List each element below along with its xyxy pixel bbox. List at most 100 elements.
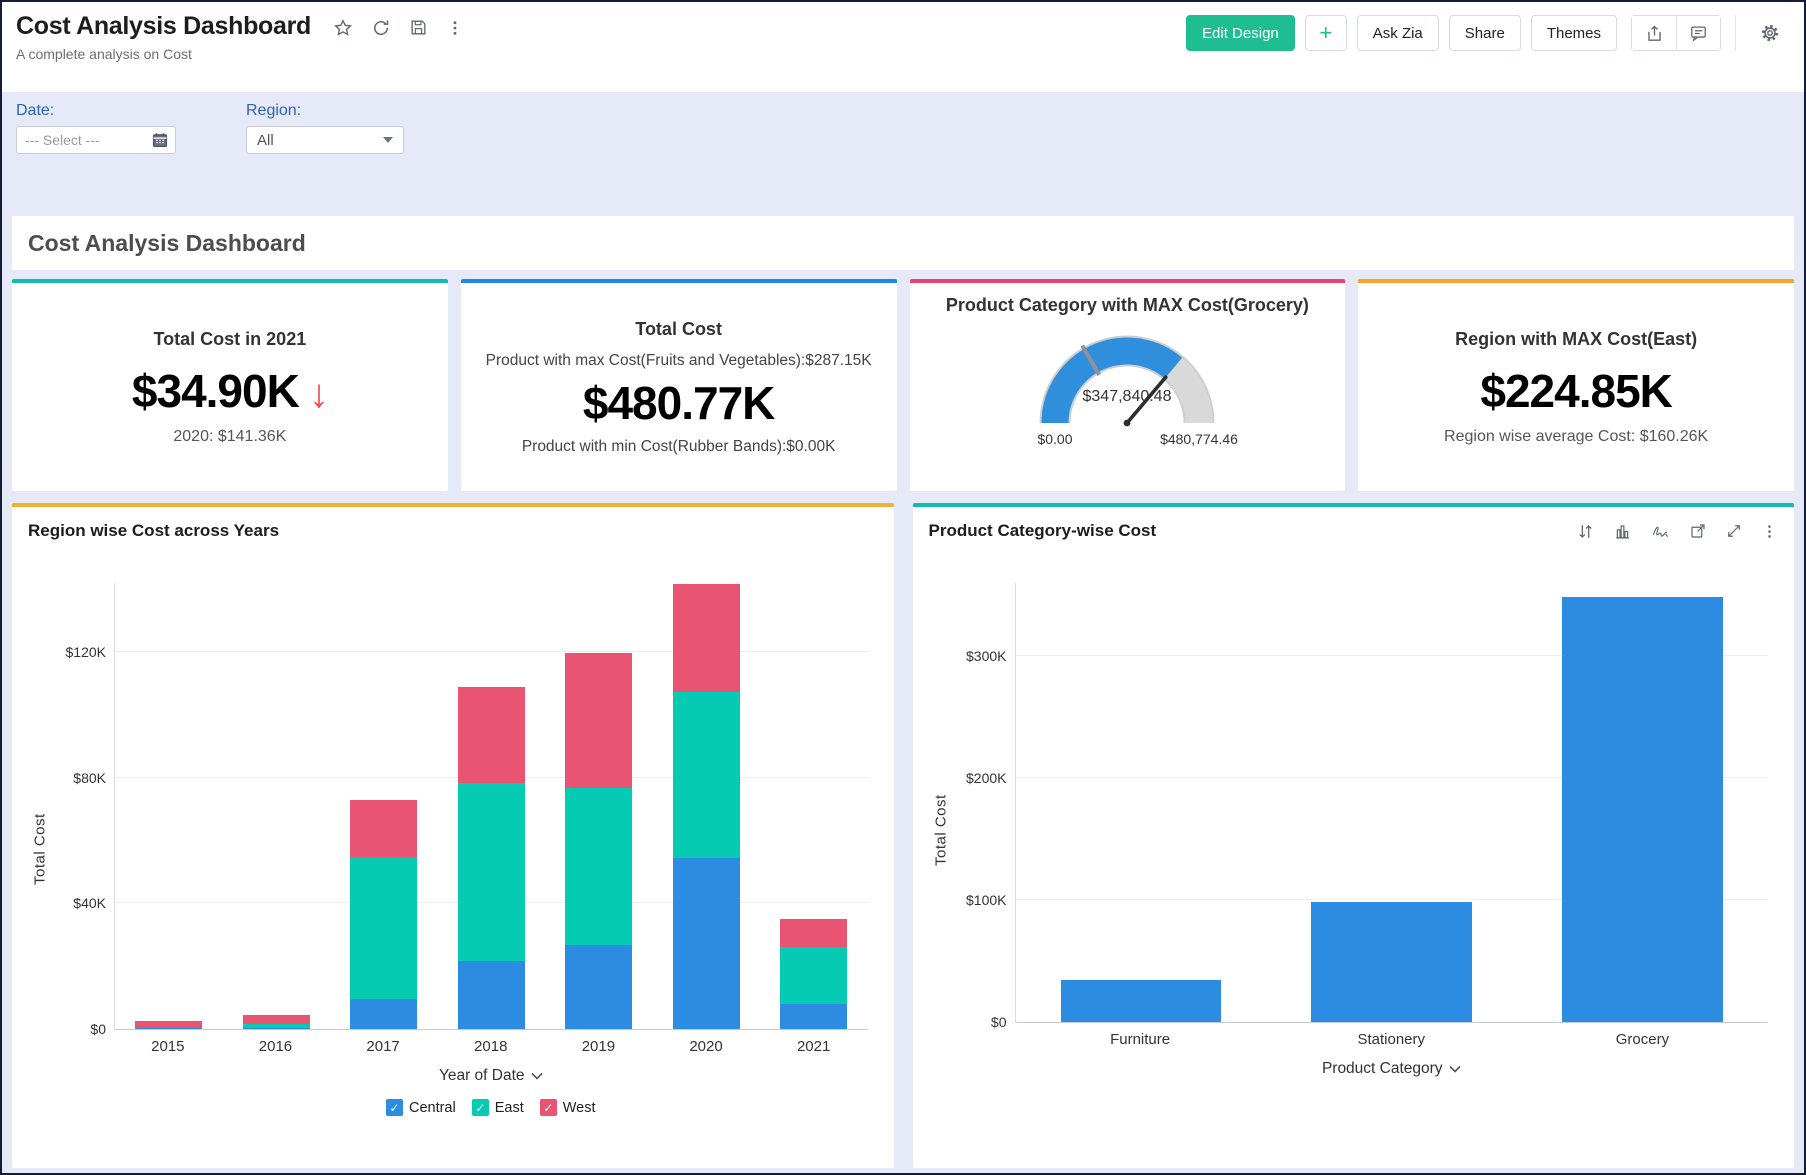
y-tick-label: $40K xyxy=(73,895,106,912)
bar-segment-east[interactable] xyxy=(350,856,418,1000)
bar-segment-west[interactable] xyxy=(780,919,848,947)
bar-segment[interactable] xyxy=(1311,901,1472,1022)
bar-segment-east[interactable] xyxy=(672,692,740,859)
bar-segment-central[interactable] xyxy=(672,858,740,1029)
gauge-svg: $347,840.48 $0.00 $480,774.46 xyxy=(1038,335,1239,447)
bar-segment-west[interactable] xyxy=(135,1021,203,1028)
filter-bar: Date: --- Select --- Region: All xyxy=(2,92,1804,154)
bar-segment-central[interactable] xyxy=(135,1028,203,1029)
x-tick-label: Grocery xyxy=(1615,1031,1670,1048)
bar-segment-east[interactable] xyxy=(242,1024,310,1028)
kpi-value: $224.85K xyxy=(1480,364,1672,417)
category-cost-chart-card: Product Category-wise Cost Total Cost $0… xyxy=(912,503,1794,1168)
bar-segment-west[interactable] xyxy=(565,652,633,788)
bar-segment-east[interactable] xyxy=(135,1027,203,1029)
calendar-icon[interactable] xyxy=(151,131,169,149)
bar-segment-central[interactable] xyxy=(242,1027,310,1029)
legend-item-west[interactable]: ✓ West xyxy=(539,1099,596,1116)
settings-gear-icon[interactable] xyxy=(1750,15,1790,51)
bar-grocery[interactable] xyxy=(1562,596,1723,1022)
legend-item-east[interactable]: ✓ East xyxy=(471,1099,524,1116)
edit-design-button[interactable]: Edit Design xyxy=(1186,15,1295,51)
stacked-bar[interactable] xyxy=(672,584,740,1029)
app-header: Cost Analysis Dashboard A com xyxy=(2,2,1804,92)
chevron-down-icon xyxy=(383,137,393,143)
themes-button[interactable]: Themes xyxy=(1530,15,1617,51)
legend-item-central[interactable]: ✓ Central xyxy=(385,1099,456,1116)
bar-segment-west[interactable] xyxy=(242,1015,310,1025)
bar-segment-central[interactable] xyxy=(565,944,633,1029)
save-icon[interactable] xyxy=(409,18,428,37)
export-icon[interactable] xyxy=(1632,16,1676,50)
kpi-value: $34.90K ↓ xyxy=(131,364,329,417)
bar-segment[interactable] xyxy=(1060,979,1222,1022)
bar-segment-central[interactable] xyxy=(457,961,525,1029)
more-vertical-icon[interactable] xyxy=(1761,523,1778,540)
kpi-min-line: Product with min Cost(Rubber Bands):$0.0… xyxy=(521,437,836,455)
region-chart-plot: $0 $40K $80K $120K xyxy=(66,583,868,1037)
y-tick-label: $120K xyxy=(65,644,106,661)
gridline: $200K xyxy=(966,770,1768,786)
gauge-min-label: $0.00 xyxy=(1038,431,1073,447)
date-filter-input[interactable]: --- Select --- xyxy=(16,126,176,154)
gauge-chart[interactable]: $347,840.48 $0.00 $480,774.46 xyxy=(1012,320,1242,453)
bar-segment-central[interactable] xyxy=(780,1003,848,1029)
category-chart-plot: $0 $100K $200K $300K xyxy=(966,583,1768,1030)
comments-icon[interactable] xyxy=(1676,16,1720,50)
more-vertical-icon[interactable] xyxy=(446,19,464,37)
expand-icon[interactable] xyxy=(1725,522,1743,540)
refresh-icon[interactable] xyxy=(371,18,391,38)
bar-slot xyxy=(653,583,761,1029)
bar-slot xyxy=(115,583,223,1029)
legend-checkbox[interactable]: ✓ xyxy=(539,1099,557,1116)
kpi-card-total-cost: Total Cost Product with max Cost(Fruits … xyxy=(460,279,897,491)
kpi-title: Region with MAX Cost(East) xyxy=(1455,328,1698,349)
chart-legend: ✓ Central ✓ East ✓ West xyxy=(114,1099,868,1116)
date-filter-label: Date: xyxy=(16,102,55,119)
add-button[interactable]: + xyxy=(1304,15,1347,51)
kpi-subtitle: 2020: $141.36K xyxy=(173,427,287,445)
kpi-card-total-cost-2021: Total Cost in 2021 $34.90K ↓ 2020: $141.3… xyxy=(12,279,448,491)
stacked-bar[interactable] xyxy=(135,1021,203,1029)
stacked-bar[interactable] xyxy=(242,1015,310,1029)
legend-label: Central xyxy=(408,1099,456,1116)
stacked-bar[interactable] xyxy=(457,686,525,1029)
bar-segment-east[interactable] xyxy=(565,787,633,945)
stacked-bar[interactable] xyxy=(780,919,848,1029)
bar-segment[interactable] xyxy=(1562,596,1723,1022)
zia-insights-icon[interactable] xyxy=(1650,522,1671,541)
bar-segment-central[interactable] xyxy=(350,999,418,1029)
kpi-title: Product Category with MAX Cost(Grocery) xyxy=(945,295,1309,315)
share-button[interactable]: Share xyxy=(1448,15,1521,51)
region-filter-select[interactable]: All xyxy=(246,126,404,154)
x-axis-labels: 2015 2016 2017 2018 2019 2020 2021 xyxy=(114,1038,868,1055)
export-chart-icon[interactable] xyxy=(1689,522,1707,540)
favorite-star-icon[interactable] xyxy=(333,18,353,38)
ask-zia-button[interactable]: Ask Zia xyxy=(1356,15,1439,51)
legend-checkbox[interactable]: ✓ xyxy=(471,1099,489,1116)
bar-slot xyxy=(1517,583,1768,1022)
bar-segment-west[interactable] xyxy=(350,800,418,857)
x-axis-title-dropdown[interactable]: Product Category xyxy=(1015,1060,1769,1078)
sort-icon[interactable] xyxy=(1576,522,1595,541)
stacked-bar[interactable] xyxy=(565,652,633,1029)
bar-segment-west[interactable] xyxy=(672,584,740,692)
legend-checkbox[interactable]: ✓ xyxy=(385,1099,403,1116)
divider xyxy=(1735,15,1736,51)
chart-type-icon[interactable] xyxy=(1613,522,1632,541)
bar-segment-west[interactable] xyxy=(457,686,525,784)
x-axis-title-dropdown[interactable]: Year of Date xyxy=(114,1067,868,1085)
y-tick-label: $80K xyxy=(73,769,106,786)
kpi-title: Total Cost in 2021 xyxy=(153,328,307,349)
x-tick-label: Furniture xyxy=(1110,1031,1171,1048)
bar-stationery[interactable] xyxy=(1311,901,1472,1022)
bar-furniture[interactable] xyxy=(1060,979,1222,1022)
bar-slot xyxy=(223,583,331,1029)
bar-segment-east[interactable] xyxy=(780,946,848,1004)
stacked-bar[interactable] xyxy=(350,800,418,1029)
bar-segment-east[interactable] xyxy=(457,783,525,962)
gauge-max-label: $480,774.46 xyxy=(1160,431,1238,447)
y-tick-label: $200K xyxy=(966,770,1007,787)
x-tick-label: Stationery xyxy=(1357,1031,1426,1048)
